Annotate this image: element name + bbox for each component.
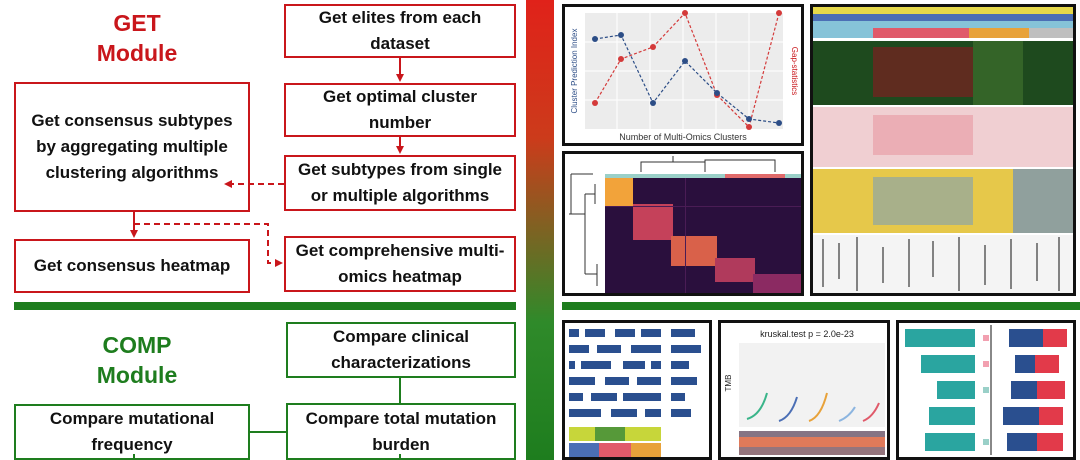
compare-clinical-box[interactable]: Compare clinical characterizations [286, 322, 516, 378]
tmb-plot-panel: kruskal.test p = 2.0e-23 TMB [718, 320, 890, 460]
compare-clinical-label: Compare clinical characterizations [331, 327, 471, 372]
mutational-frequency-svg [905, 325, 1067, 455]
compare-mutational-label: Compare mutational frequency [49, 409, 215, 454]
get-consensus-subtypes-box[interactable]: Get consensus subtypes by aggregating mu… [14, 82, 250, 212]
get-optimal-cluster-label: Get optimal cluster number [323, 87, 477, 132]
get-elites-label: Get elites from each dataset [318, 8, 482, 53]
get-comprehensive-heatmap-label: Get comprehensive multi-omics heatmap [295, 241, 505, 286]
get-consensus-heatmap-label: Get consensus heatmap [33, 256, 231, 275]
clinical-characterization-panel [562, 320, 712, 460]
multi-omics-heatmap-panel [810, 4, 1076, 296]
get-module-title-line2: Module [96, 40, 178, 66]
compare-total-mutation-label: Compare total mutation burden [305, 408, 497, 454]
get-module-arrows [130, 58, 404, 267]
get-consensus-heatmap-box[interactable]: Get consensus heatmap [14, 239, 250, 293]
right-module-divider [562, 302, 1080, 310]
consensus-heatmap-panel [562, 151, 804, 296]
comp-module-connectors [133, 378, 401, 460]
get-subtypes-label: Get subtypes from single or multiple alg… [297, 160, 503, 205]
clinical-characterization-svg [569, 329, 701, 457]
get-module-title-line1: GET [113, 10, 161, 36]
cluster-plot-ylabel-left: Cluster Prediction Index [570, 29, 579, 114]
get-subtypes-box[interactable]: Get subtypes from single or multiple alg… [284, 155, 516, 211]
multi-omics-heatmap-svg [813, 7, 1073, 293]
comp-module-title-line1: COMP [102, 332, 172, 358]
get-module-title: GET Module [62, 8, 212, 68]
vertical-gradient-divider [526, 0, 554, 460]
mutational-frequency-panel [896, 320, 1076, 460]
tmb-plot-svg: kruskal.test p = 2.0e-23 TMB [724, 329, 885, 455]
compare-total-mutation-box[interactable]: Compare total mutation burden [286, 403, 516, 460]
tmb-plot-ylabel: TMB [724, 375, 733, 392]
tmb-plot-title: kruskal.test p = 2.0e-23 [760, 329, 854, 339]
arrow-consensus-to-comprehensive [134, 223, 283, 267]
get-elites-box[interactable]: Get elites from each dataset [284, 4, 516, 58]
get-consensus-subtypes-label: Get consensus subtypes by aggregating mu… [31, 111, 233, 182]
cluster-plot-ylabel-right: Gap-statistics [790, 47, 799, 95]
consensus-heatmap-svg [565, 154, 801, 293]
left-module-divider [14, 302, 516, 310]
get-comprehensive-heatmap-box[interactable]: Get comprehensive multi-omics heatmap [284, 236, 516, 292]
cluster-plot-xlabel: Number of Multi-Omics Clusters [619, 132, 747, 142]
get-optimal-cluster-box[interactable]: Get optimal cluster number [284, 83, 516, 137]
compare-mutational-box[interactable]: Compare mutational frequency [14, 404, 250, 460]
cluster-number-svg: Number of Multi-Omics Clusters Cluster P… [570, 10, 799, 142]
cluster-number-plot: Number of Multi-Omics Clusters Cluster P… [562, 4, 804, 146]
comp-module-title-line2: Module [96, 362, 178, 388]
comp-module-title: COMP Module [62, 330, 212, 390]
